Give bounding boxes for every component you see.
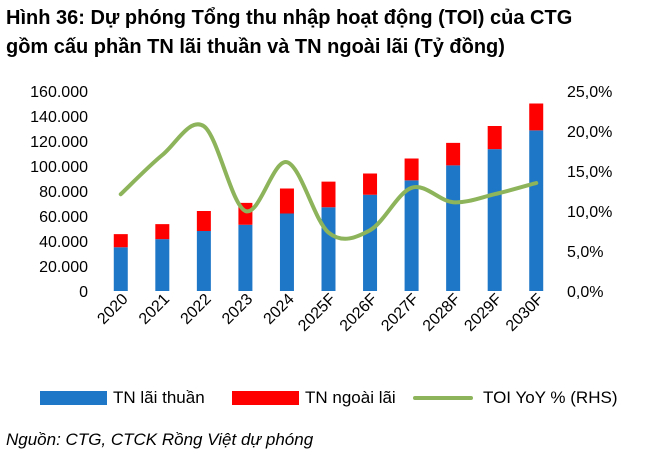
legend-label-interest: TN lãi thuần [113, 388, 205, 407]
left-tick-label: 120.000 [30, 134, 88, 151]
left-tick-label: 100.000 [30, 159, 88, 176]
right-tick-label: 15,0% [567, 164, 612, 181]
bar-noninterest-2020 [113, 234, 128, 248]
left-tick-label: 0 [79, 284, 88, 301]
bars-group [113, 103, 544, 291]
bar-noninterest-2029F [487, 126, 502, 150]
left-tick-label: 140.000 [30, 109, 88, 126]
x-tick-label: 2029F [461, 291, 505, 335]
left-axis-ticks: 0 20.000 40.000 60.000 80.000 100.000 120.000 1… [30, 84, 88, 301]
x-tick-label: 2024 [261, 291, 298, 328]
bar-interest-2029F [487, 149, 502, 291]
x-axis-ticks: 2020 2021 2022 2023 20242025F2026F2027F2028F… [94, 291, 547, 335]
yoy-line [118, 122, 539, 241]
right-tick-label: 0,0% [567, 284, 603, 301]
right-tick-label: 20,0% [567, 124, 612, 141]
legend-label-noninterest: TN ngoài lãi [305, 388, 396, 407]
bar-noninterest-2027F [404, 158, 419, 181]
legend-item-noninterest: TN ngoài lãi [232, 388, 396, 408]
x-tick-label: 2026F [337, 291, 381, 335]
left-tick-label: 20.000 [39, 259, 88, 276]
right-axis-ticks: 0,0% 5,0% 10,0% 15,0% 20,0% 25,0% [567, 84, 612, 301]
legend-swatch-interest [40, 391, 107, 405]
legend-item-interest: TN lãi thuần [40, 388, 205, 408]
title-line-1: Hình 36: Dự phóng Tổng thu nhập hoạt độn… [6, 7, 573, 29]
bar-noninterest-2021 [155, 224, 170, 240]
x-tick-label: 2030F [503, 291, 547, 335]
bar-interest-2024 [279, 213, 294, 291]
toi-chart: 0 20.000 40.000 60.000 80.000 100.000 120.000 1… [30, 84, 612, 335]
x-tick-label: 2025F [295, 291, 339, 335]
x-tick-label: 2023 [219, 291, 256, 328]
right-tick-label: 10,0% [567, 204, 612, 221]
legend-swatch-yoy [413, 396, 473, 400]
bar-interest-2026F [363, 194, 378, 291]
legend: TN lãi thuần TN ngoài lãi TOI YoY % (RHS… [0, 388, 671, 414]
bar-interest-2022 [196, 231, 211, 291]
bar-interest-2030F [529, 130, 544, 291]
legend-swatch-noninterest [232, 391, 299, 405]
bar-noninterest-2028F [446, 142, 461, 166]
bar-interest-2027F [404, 180, 419, 291]
left-tick-label: 160.000 [30, 84, 88, 101]
x-tick-label: 2021 [136, 291, 173, 328]
legend-item-yoy: TOI YoY % (RHS) [413, 388, 617, 408]
bar-interest-2023 [238, 224, 253, 291]
bar-noninterest-2030F [529, 103, 544, 131]
x-tick-label: 2027F [378, 291, 422, 335]
bar-interest-2028F [446, 165, 461, 291]
bar-noninterest-2026F [363, 173, 378, 195]
right-tick-label: 25,0% [567, 84, 612, 101]
bar-interest-2020 [113, 247, 128, 291]
legend-label-yoy: TOI YoY % (RHS) [483, 388, 618, 407]
x-tick-label: 2028F [420, 291, 464, 335]
bar-noninterest-2024 [279, 188, 294, 214]
left-tick-label: 40.000 [39, 234, 88, 251]
x-tick-label: 2020 [94, 291, 131, 328]
x-tick-label: 2022 [178, 291, 215, 328]
source-note: Nguồn: CTG, CTCK Rồng Việt dự phóng [6, 430, 314, 449]
bar-noninterest-2025F [321, 181, 336, 208]
title-line-2: gồm cấu phần TN lãi thuần và TN ngoài lã… [6, 36, 505, 58]
chart-title: Hình 36: Dự phóng Tổng thu nhập hoạt độn… [6, 4, 668, 62]
bar-interest-2025F [321, 207, 336, 291]
left-tick-label: 60.000 [39, 209, 88, 226]
bar-noninterest-2022 [196, 211, 211, 231]
right-tick-label: 5,0% [567, 244, 603, 261]
left-tick-label: 80.000 [39, 184, 88, 201]
bar-interest-2021 [155, 239, 170, 291]
